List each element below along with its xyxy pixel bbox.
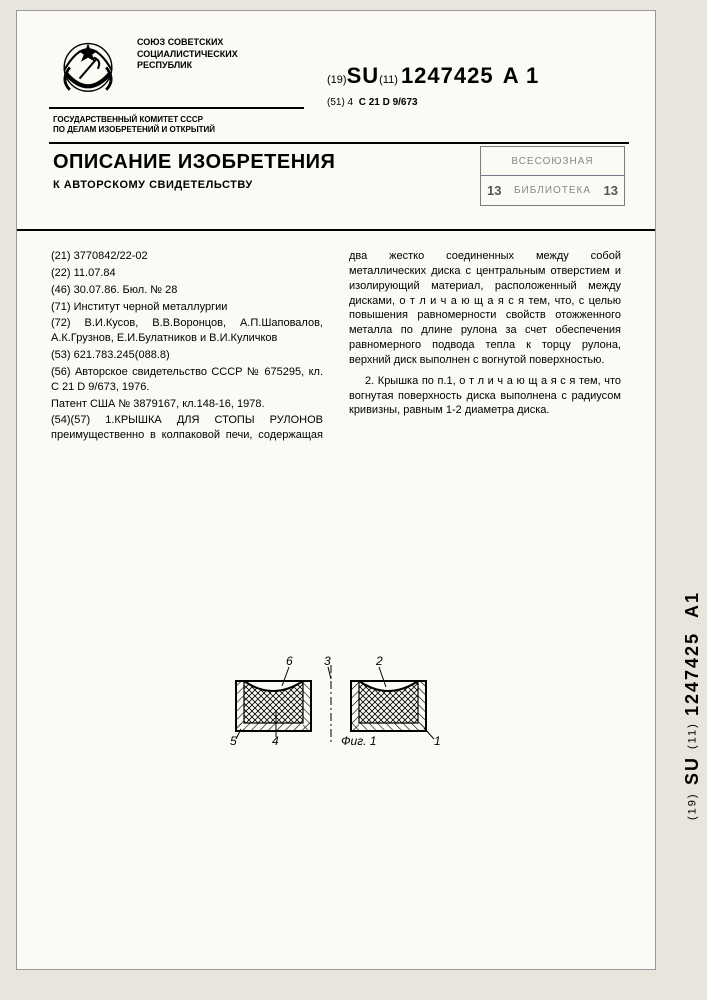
svg-text:3: 3 <box>324 654 331 668</box>
ipc-code: C 21 D 9/673 <box>359 97 418 108</box>
svg-text:6: 6 <box>286 654 293 668</box>
figure-1: 6 3 2 5 4 1 Фиг. 1 <box>17 651 655 751</box>
ussr-emblem-icon <box>53 31 123 101</box>
side-kind: A1 <box>682 591 703 618</box>
field-22: (22) 11.07.84 <box>51 266 323 281</box>
bibliographic-columns: (21) 3770842/22-02 (22) 11.07.84 (46) 30… <box>51 249 621 549</box>
field-71: (71) Институт черной металлургии <box>51 300 323 315</box>
kind-code: A 1 <box>503 63 539 88</box>
side-doc-number: (19) SU (11) 1247425 A1 <box>682 330 703 820</box>
body: (21) 3770842/22-02 (22) 11.07.84 (46) 30… <box>17 231 655 559</box>
title-sub: К АВТОРСКОМУ СВИДЕТЕЛЬСТВУ <box>53 179 335 191</box>
patent-page: СОЮЗ СОВЕТСКИХ СОЦИАЛИСТИЧЕСКИХ РЕСПУБЛИ… <box>16 10 656 970</box>
field-53: (53) 621.783.245(088.8) <box>51 348 323 363</box>
field-72: (72) В.И.Кусов, В.В.Воронцов, А.П.Шапова… <box>51 316 323 346</box>
stamp-13b: 13 <box>604 183 618 198</box>
code-11: (11) <box>379 74 398 86</box>
title-block: ОПИСАНИЕ ИЗОБРЕТЕНИЯ К АВТОРСКОМУ СВИДЕТ… <box>53 151 335 191</box>
divider <box>49 142 629 144</box>
country-code: SU <box>347 63 380 88</box>
claim-2: 2. Крышка по п.1, о т л и ч а ю щ а я с … <box>349 374 621 419</box>
stamp-top: ВСЕСОЮЗНАЯ <box>511 156 593 167</box>
field-56a: (56) Авторское свидетельство СССР № 6752… <box>51 365 323 395</box>
code-19: (19) <box>327 74 347 86</box>
title-main: ОПИСАНИЕ ИЗОБРЕТЕНИЯ <box>53 151 335 174</box>
svg-text:2: 2 <box>375 654 383 668</box>
committee-text: ГОСУДАРСТВЕННЫЙ КОМИТЕТ СССР ПО ДЕЛАМ ИЗ… <box>53 115 215 136</box>
header: СОЮЗ СОВЕТСКИХ СОЦИАЛИСТИЧЕСКИХ РЕСПУБЛИ… <box>17 11 655 231</box>
svg-text:5: 5 <box>230 734 237 746</box>
side-country: SU <box>682 756 703 785</box>
publication-number: (19)SU(11) 1247425 A 1 <box>327 63 539 89</box>
divider <box>49 107 304 109</box>
union-text: СОЮЗ СОВЕТСКИХ СОЦИАЛИСТИЧЕСКИХ РЕСПУБЛИ… <box>137 37 238 72</box>
side-19: (19) <box>687 792 699 820</box>
doc-number: 1247425 <box>401 63 494 88</box>
library-stamp: ВСЕСОЮЗНАЯ 13 БИБЛИОТЕКА 13 <box>480 146 625 206</box>
svg-text:1: 1 <box>434 734 441 746</box>
field-56b: Патент США № 3879167, кл.148-16, 1978. <box>51 397 323 412</box>
field-21: (21) 3770842/22-02 <box>51 249 323 264</box>
field-46: (46) 30.07.86. Бюл. № 28 <box>51 283 323 298</box>
side-number: 1247425 <box>682 632 703 716</box>
figure-caption: Фиг. 1 <box>341 734 376 746</box>
stamp-lib: БИБЛИОТЕКА <box>514 185 591 196</box>
ipc-classification: (51) 4 C 21 D 9/673 <box>327 97 418 108</box>
claim-1-head: (54)(57) 1.КРЫШКА ДЛЯ СТОПЫ РУЛОНОВ <box>51 414 323 426</box>
side-11: (11) <box>687 723 699 750</box>
stamp-13a: 13 <box>487 183 501 198</box>
ipc-prefix: (51) 4 <box>327 97 353 108</box>
